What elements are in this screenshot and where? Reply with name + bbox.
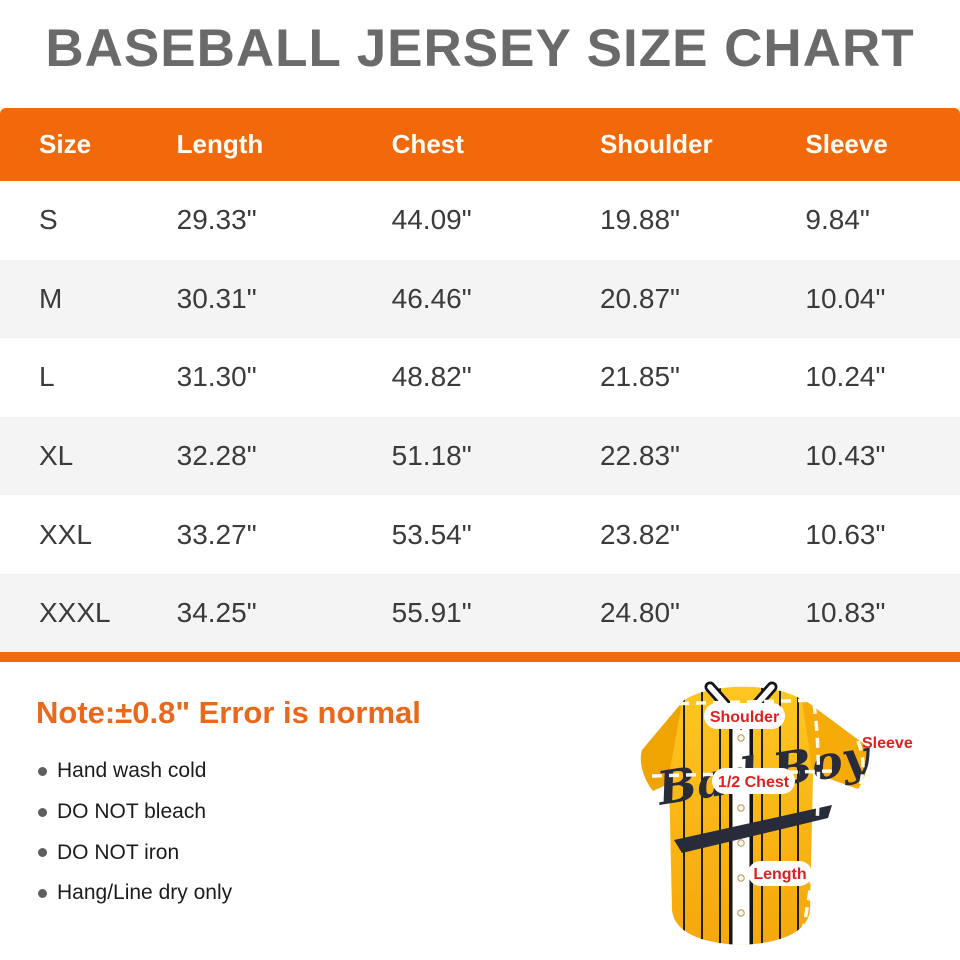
cell-sleeve: 10.83" <box>805 597 886 629</box>
table-row: L 31.30" 48.82" 21.85" 10.24" <box>0 338 960 417</box>
cell-length: 34.25" <box>176 597 257 629</box>
jersey-label-half-chest: 1/2 Chest <box>712 768 795 794</box>
cell-size: XXL <box>39 518 92 550</box>
jersey-right-sleeve <box>802 698 868 789</box>
cell-sleeve: 10.04" <box>805 282 886 314</box>
cell-shoulder: 23.82" <box>599 518 680 550</box>
care-item-label: Hang/Line dry only <box>57 881 233 905</box>
note-heading: Note:±0.8" Error is normal <box>36 695 421 730</box>
care-item: DO NOT iron <box>38 832 232 873</box>
table-row: M 30.31" 46.46" 20.87" 10.04" <box>0 259 960 339</box>
cell-length: 32.28" <box>176 440 257 472</box>
cell-chest: 51.18" <box>391 440 472 472</box>
column-header-length: Length <box>176 129 264 159</box>
bullet-dot-icon <box>38 888 47 898</box>
table-header-row: Size Length Chest Shoulder Sleeve <box>0 108 960 181</box>
column-header-size: Size <box>39 129 92 159</box>
cell-size: S <box>39 204 58 236</box>
column-header-sleeve: Sleeve <box>805 129 888 159</box>
bullet-dot-icon <box>38 848 47 858</box>
cell-shoulder: 22.83" <box>599 440 680 472</box>
jersey-label-half-chest-text: 1/2 Chest <box>718 774 790 791</box>
cell-chest: 46.46" <box>391 282 472 314</box>
table-row: XXXL 34.25" 55.91" 24.80" 10.83" <box>0 573 960 653</box>
cell-size: L <box>39 361 55 393</box>
care-instructions-list: Hand wash cold DO NOT bleach DO NOT iron… <box>38 751 232 914</box>
jersey-illustration: Bad Boy Shoulder Sleeve 1/2 Chest Length <box>640 681 913 946</box>
cell-length: 33.27" <box>176 518 257 550</box>
size-table: Size Length Chest Shoulder Sleeve S 29.3… <box>0 108 960 653</box>
table-row: XXL 33.27" 53.54" 23.82" 10.63" <box>0 495 960 574</box>
cell-chest: 53.54" <box>391 518 472 550</box>
care-item-label: DO NOT iron <box>57 840 180 864</box>
care-item-label: Hand wash cold <box>57 759 207 783</box>
bullet-dot-icon <box>38 766 47 776</box>
cell-size: XL <box>39 440 74 472</box>
jersey-label-sleeve: Sleeve <box>862 735 913 752</box>
cell-shoulder: 21.85" <box>599 361 680 393</box>
cell-chest: 44.09" <box>391 204 472 236</box>
cell-chest: 48.82" <box>391 361 472 393</box>
jersey-label-length-text: Length <box>753 866 806 883</box>
cell-sleeve: 9.84" <box>805 204 870 236</box>
orange-divider-bar <box>0 652 960 662</box>
cell-chest: 55.91" <box>391 597 472 629</box>
cell-sleeve: 10.43" <box>805 440 886 472</box>
jersey-label-length: Length <box>748 861 812 886</box>
cell-length: 31.30" <box>176 361 257 393</box>
bullet-dot-icon <box>38 807 47 817</box>
cell-size: M <box>39 282 63 314</box>
cell-sleeve: 10.24" <box>805 361 886 393</box>
care-item: Hand wash cold <box>38 751 232 792</box>
cell-length: 29.33" <box>176 204 257 236</box>
jersey-label-shoulder-text: Shoulder <box>710 709 779 726</box>
column-header-shoulder: Shoulder <box>599 129 713 159</box>
sleeve-measure-line <box>823 702 865 787</box>
cell-shoulder: 24.80" <box>599 597 680 629</box>
table-body: S 29.33" 44.09" 19.88" 9.84" M 30.31" 46… <box>0 181 960 653</box>
cell-shoulder: 19.88" <box>599 204 680 236</box>
column-header-chest: Chest <box>391 129 464 159</box>
length-measure-line <box>798 703 821 943</box>
care-item: Hang/Line dry only <box>38 873 232 914</box>
cell-shoulder: 20.87" <box>599 282 680 314</box>
jersey-label-shoulder: Shoulder <box>704 703 785 729</box>
page-title: BASEBALL JERSEY SIZE CHART <box>45 19 915 78</box>
cell-length: 30.31" <box>176 282 257 314</box>
care-item-label: DO NOT bleach <box>57 800 206 824</box>
care-item: DO NOT bleach <box>38 792 232 833</box>
cell-sleeve: 10.63" <box>805 518 886 550</box>
cell-size: XXXL <box>39 597 111 629</box>
table-row: S 29.33" 44.09" 19.88" 9.84" <box>0 181 960 260</box>
table-row: XL 32.28" 51.18" 22.83" 10.43" <box>0 416 960 496</box>
jersey-logo-swoosh <box>674 805 832 853</box>
